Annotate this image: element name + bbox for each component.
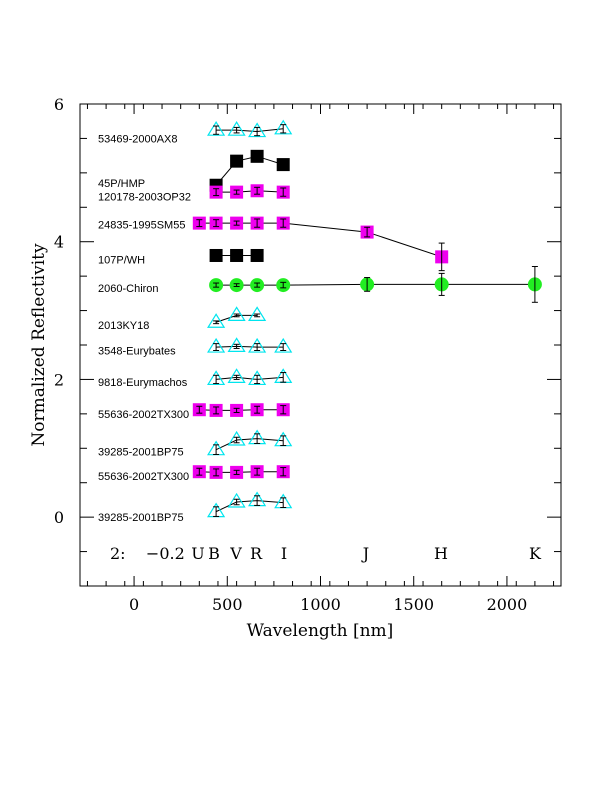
data-point <box>230 154 244 168</box>
series-line <box>215 155 284 186</box>
band-label: K <box>529 544 542 563</box>
series-10 <box>207 429 293 456</box>
band-label: B <box>208 544 220 563</box>
series-7 <box>207 337 293 353</box>
object-label: 39285-2001BP75 <box>98 512 184 524</box>
data-point <box>250 149 264 163</box>
data-point <box>276 158 290 172</box>
series-3 <box>192 216 449 272</box>
y-axis-label: Normalized Reflectivity <box>29 243 49 447</box>
series-6 <box>207 306 267 328</box>
data-point <box>227 121 246 136</box>
object-label: 55636-2002TX300 <box>98 409 189 421</box>
data-point <box>274 119 293 135</box>
data-point <box>248 370 267 386</box>
series-line <box>216 190 284 193</box>
data-point <box>274 337 293 353</box>
object-label: 45P/HMP <box>98 178 145 190</box>
data-point <box>227 430 246 446</box>
series-0 <box>207 119 293 138</box>
object-label: 39285-2001BP75 <box>98 447 184 459</box>
data-point <box>227 337 246 352</box>
x-tick-label: 2000 <box>487 595 528 614</box>
series-5 <box>209 266 542 303</box>
object-label: 120178-2003OP32 <box>98 191 191 203</box>
x-tick-label: 1500 <box>393 595 434 614</box>
data-point <box>209 248 223 262</box>
object-label: 55636-2002TX300 <box>98 471 189 483</box>
data-point <box>207 370 226 386</box>
band-label: U <box>191 544 204 563</box>
series-4 <box>209 248 264 262</box>
object-label: 24835-1995SM55 <box>98 220 185 232</box>
y-tick-label: 2 <box>54 370 64 389</box>
object-label: 107P/WH <box>98 255 145 267</box>
axis-ticks: 0 500 1000 1500 2000 0 2 4 6 <box>54 95 561 614</box>
data-point <box>250 248 264 262</box>
series-line <box>216 128 284 133</box>
y-tick-label: 0 <box>54 508 64 527</box>
object-label: 53469-2000AX8 <box>98 133 178 145</box>
series-9 <box>192 403 290 417</box>
band-annotation: 2: −0.2 <box>110 544 185 563</box>
y-tick-label: 6 <box>54 95 64 114</box>
data-point <box>248 122 267 138</box>
band-label: J <box>361 544 369 563</box>
series-layer <box>192 119 542 518</box>
x-tick-label: 0 <box>129 595 139 614</box>
series-line <box>215 500 284 513</box>
data-point <box>207 313 226 328</box>
data-point <box>248 306 267 321</box>
data-point <box>248 337 267 353</box>
object-label: 2060-Chiron <box>98 283 159 295</box>
data-point <box>207 121 226 136</box>
band-label: I <box>281 544 287 563</box>
object-label: 3548-Eurybates <box>98 346 176 358</box>
data-point <box>227 492 246 508</box>
data-point <box>227 306 246 321</box>
data-point <box>207 337 226 353</box>
object-label: 2013KY18 <box>98 320 149 332</box>
object-label: 9818-Eurymachos <box>98 377 188 389</box>
band-label: V <box>229 544 242 563</box>
data-point <box>230 248 244 262</box>
x-axis-label: Wavelength [nm] <box>247 621 394 641</box>
y-tick-label: 4 <box>54 233 64 252</box>
series-2 <box>209 184 290 199</box>
x-tick-label: 500 <box>212 595 243 614</box>
series-11 <box>192 465 290 479</box>
band-label: R <box>250 544 263 563</box>
data-point <box>227 368 246 383</box>
series-line <box>215 438 284 451</box>
series-1 <box>209 149 290 192</box>
band-label: H <box>434 544 448 563</box>
series-line <box>216 345 284 348</box>
x-tick-label: 1000 <box>300 595 341 614</box>
series-12 <box>207 491 293 518</box>
series-line <box>216 376 284 380</box>
series-8 <box>207 368 293 386</box>
